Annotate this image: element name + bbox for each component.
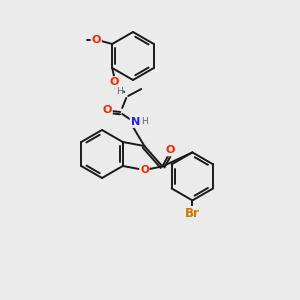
- Text: O: O: [103, 105, 112, 115]
- Text: O: O: [110, 77, 119, 87]
- Text: H: H: [116, 88, 123, 97]
- Text: H: H: [141, 118, 148, 127]
- Text: N: N: [130, 117, 140, 127]
- Text: O: O: [166, 146, 175, 155]
- Text: O: O: [92, 35, 101, 45]
- Text: O: O: [140, 165, 149, 175]
- Text: Br: Br: [185, 207, 200, 220]
